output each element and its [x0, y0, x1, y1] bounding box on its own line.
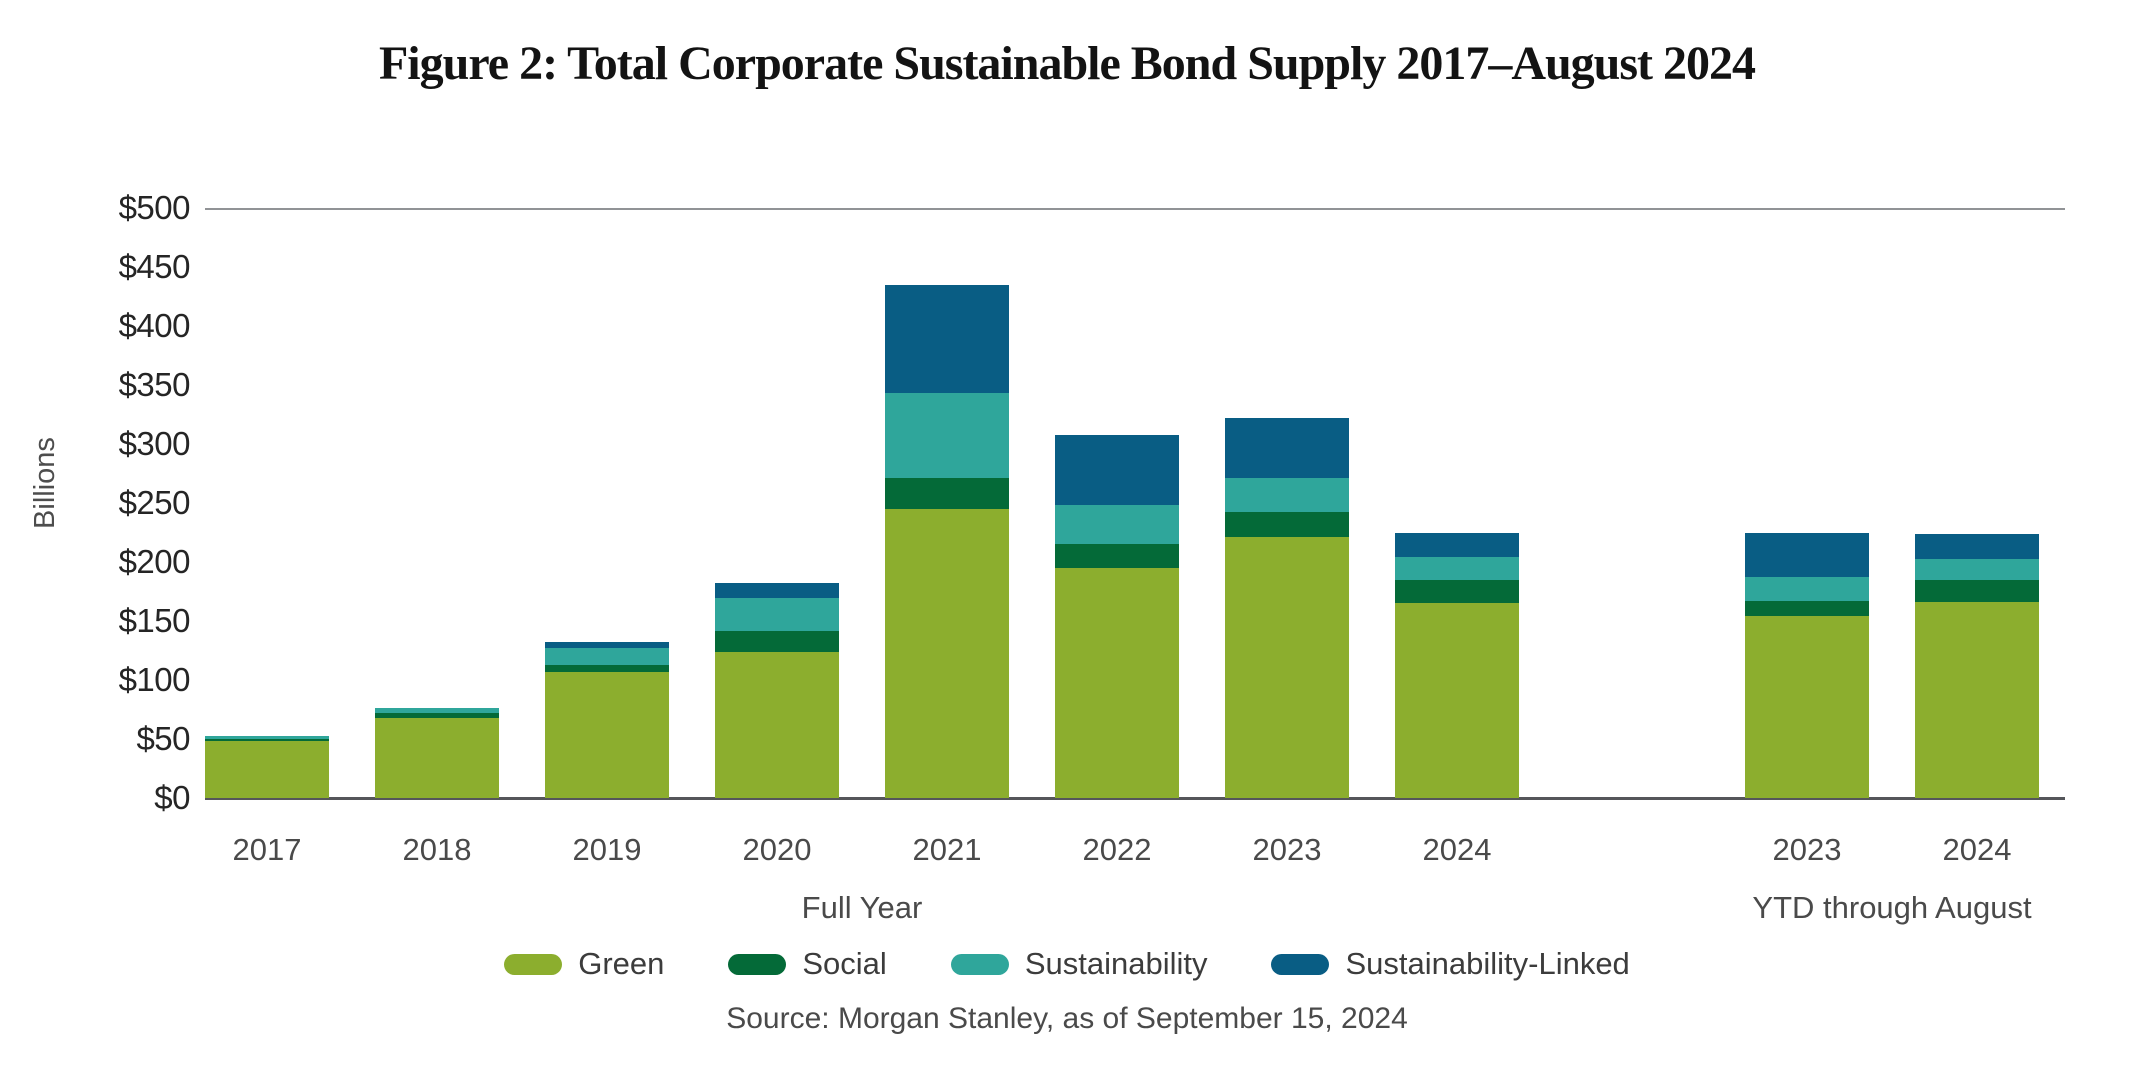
legend: Green Social Sustainability Sustainability-…: [0, 946, 2134, 982]
plot-area: [205, 208, 2065, 800]
segment-sustainability-fullyear-2017: [205, 735, 329, 740]
legend-swatch-green: [504, 953, 563, 975]
segment-social-fullyear-2020: [715, 630, 839, 652]
segment-sustainability-fullyear-2019: [545, 648, 669, 665]
x-tick-label-fullyear-2020: 2020: [742, 832, 812, 867]
gridline-500: [205, 208, 2065, 210]
x-tick-label-fullyear-2018: 2018: [402, 832, 472, 867]
segment-sustainability-linked-fullyear-2019: [545, 642, 669, 649]
segment-social-fullyear-2022: [1055, 544, 1179, 568]
chart-title: Figure 2: Total Corporate Sustainable Bo…: [378, 37, 1756, 90]
bar-fullyear-2023: [1225, 418, 1349, 798]
segment-green-ytd-2024: [1915, 602, 2039, 798]
segment-sustainability-linked-fullyear-2021: [885, 284, 1009, 394]
segment-social-fullyear-2021: [885, 478, 1009, 509]
x-tick-label-fullyear-2021: 2021: [912, 832, 982, 867]
segment-social-fullyear-2018: [375, 713, 499, 718]
segment-social-fullyear-2024: [1395, 579, 1519, 604]
y-tick-label-150: $150: [118, 602, 191, 639]
bar-fullyear-2022: [1055, 434, 1179, 798]
segment-sustainability-ytd-2024: [1915, 558, 2039, 580]
segment-social-ytd-2024: [1915, 579, 2039, 603]
segment-sustainability-fullyear-2021: [885, 393, 1009, 479]
x-tick-label-ytd-2023: 2023: [1772, 832, 1842, 867]
segment-sustainability-linked-fullyear-2022: [1055, 434, 1179, 506]
source-caption: Source: Morgan Stanley, as of September …: [726, 1002, 1408, 1035]
segment-social-fullyear-2017: [205, 739, 329, 742]
x-axis-group-label-ytd: YTD through August: [1752, 890, 2032, 925]
segment-green-fullyear-2018: [375, 717, 499, 798]
segment-sustainability-linked-ytd-2023: [1745, 532, 1869, 578]
segment-social-fullyear-2019: [545, 664, 669, 672]
segment-sustainability-fullyear-2022: [1055, 505, 1179, 545]
x-tick-label-fullyear-2019: 2019: [572, 832, 642, 867]
segment-green-fullyear-2020: [715, 651, 839, 798]
legend-item-social: Social: [728, 946, 887, 982]
legend-item-sustainability: Sustainability: [950, 946, 1208, 982]
legend-label-sustainability: Sustainability: [1024, 946, 1208, 981]
segment-social-fullyear-2023: [1225, 512, 1349, 538]
x-tick-label-fullyear-2022: 2022: [1082, 832, 1152, 867]
segment-green-fullyear-2017: [205, 741, 329, 798]
x-tick-label-fullyear-2023: 2023: [1252, 832, 1322, 867]
segment-sustainability-fullyear-2024: [1395, 557, 1519, 580]
y-tick-label-300: $300: [118, 425, 191, 462]
segment-sustainability-linked-fullyear-2024: [1395, 532, 1519, 558]
bar-ytd-2024: [1915, 533, 2039, 798]
segment-green-fullyear-2019: [545, 671, 669, 798]
segment-sustainability-fullyear-2020: [715, 597, 839, 631]
y-tick-label-200: $200: [118, 543, 191, 580]
segment-sustainability-ytd-2023: [1745, 577, 1869, 602]
segment-sustainability-fullyear-2018: [375, 708, 499, 714]
bar-fullyear-2017: [205, 735, 329, 798]
segment-green-fullyear-2024: [1395, 603, 1519, 798]
bar-ytd-2023: [1745, 532, 1869, 798]
y-tick-label-250: $250: [118, 484, 191, 521]
y-tick-label-100: $100: [118, 661, 191, 698]
x-axis-group-label-full-year: Full Year: [801, 890, 923, 925]
y-tick-label-350: $350: [118, 366, 191, 403]
bar-fullyear-2019: [545, 642, 669, 798]
x-tick-label-ytd-2024: 2024: [1942, 832, 2012, 867]
y-tick-label-50: $50: [136, 720, 190, 757]
bar-fullyear-2020: [715, 583, 839, 798]
legend-swatch-social: [728, 953, 787, 975]
legend-label-green: Green: [578, 946, 665, 981]
x-tick-label-fullyear-2024: 2024: [1422, 832, 1492, 867]
legend-item-sustainability-linked: Sustainability-Linked: [1271, 946, 1630, 982]
legend-item-green: Green: [504, 946, 664, 982]
segment-green-fullyear-2023: [1225, 537, 1349, 798]
y-tick-label-400: $400: [118, 307, 191, 344]
x-tick-label-fullyear-2017: 2017: [232, 832, 302, 867]
segment-sustainability-linked-ytd-2024: [1915, 533, 2039, 559]
segment-green-fullyear-2021: [885, 508, 1009, 798]
legend-swatch-sustainability: [950, 953, 1009, 975]
segment-sustainability-fullyear-2023: [1225, 478, 1349, 513]
bar-fullyear-2024: [1395, 532, 1519, 798]
y-tick-label-500: $500: [118, 189, 191, 226]
segment-sustainability-linked-fullyear-2020: [715, 583, 839, 598]
legend-label-sustainability-linked: Sustainability-Linked: [1345, 946, 1630, 981]
segment-green-ytd-2023: [1745, 616, 1869, 798]
legend-swatch-sustainability-linked: [1271, 953, 1330, 975]
y-tick-label-450: $450: [118, 248, 191, 285]
x-axis-line: [205, 797, 2065, 800]
segment-social-ytd-2023: [1745, 601, 1869, 617]
bar-fullyear-2018: [375, 708, 499, 798]
bar-fullyear-2021: [885, 284, 1009, 798]
legend-label-social: Social: [802, 946, 887, 981]
segment-sustainability-linked-fullyear-2023: [1225, 418, 1349, 479]
segment-green-fullyear-2022: [1055, 567, 1179, 798]
y-tick-label-0: $0: [154, 779, 190, 816]
